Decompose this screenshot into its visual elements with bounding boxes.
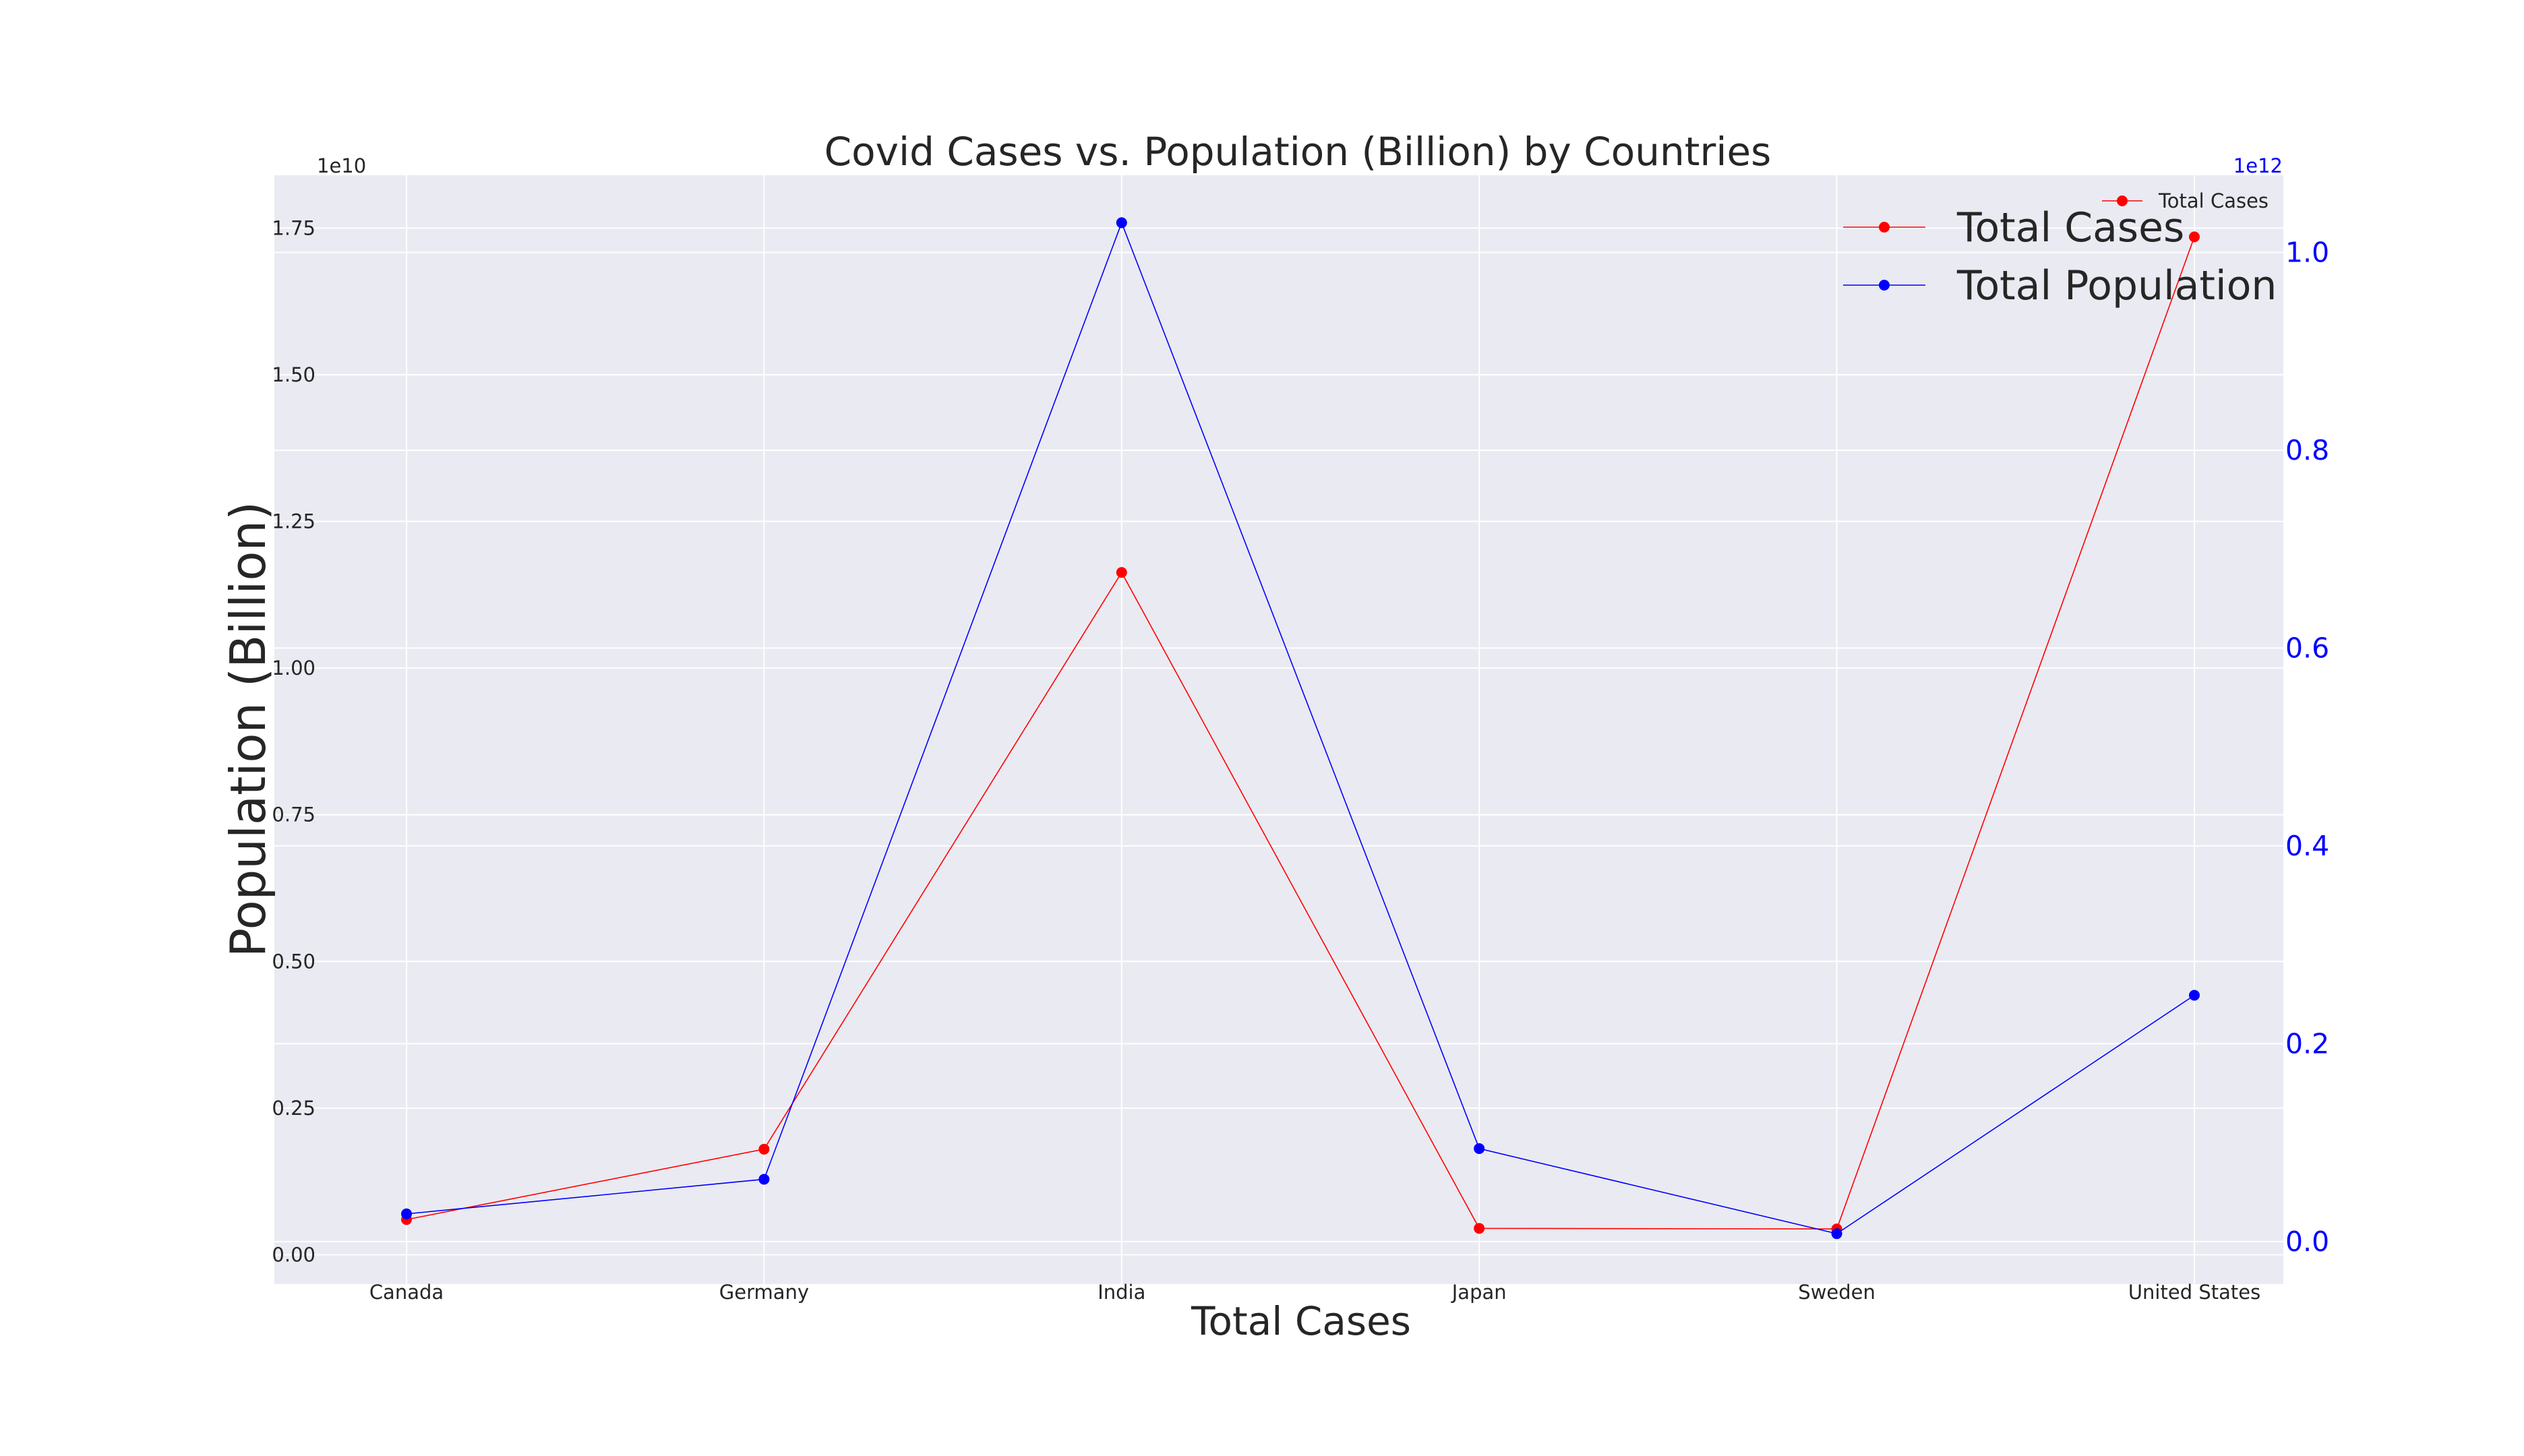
- data-point-total-cases: [758, 1143, 770, 1155]
- series-line-total-cases: [406, 237, 2195, 1230]
- data-point-total-population: [2189, 990, 2200, 1001]
- x-tick-label: India: [1098, 1281, 1145, 1304]
- data-point-total-population: [758, 1174, 770, 1185]
- legend-main: Total Cases Total Population: [1843, 204, 2277, 309]
- data-point-total-cases: [1474, 1223, 1485, 1234]
- legend-label-total-cases: Total Cases: [1956, 204, 2184, 251]
- data-point-total-cases: [1116, 567, 1127, 578]
- data-point-total-population: [1116, 217, 1127, 229]
- left-tick-label: 0.00: [272, 1243, 316, 1266]
- x-axis-label: Total Cases: [1191, 1298, 1411, 1344]
- right-tick-label: 0.6: [2285, 632, 2329, 664]
- series-line-total-population: [406, 221, 2195, 1235]
- left-axis: 0.00 0.25 0.50 0.75 1.00 1.25 1.50 1.75: [272, 216, 316, 1266]
- legend-marker-total-cases: [2117, 195, 2128, 206]
- left-tick-label: 1.00: [272, 657, 316, 679]
- y-axis-label: Population (Billion): [220, 502, 276, 957]
- legend-marker-total-cases: [1879, 222, 1890, 233]
- x-tick-label: Japan: [1451, 1281, 1507, 1304]
- right-tick-label: 0.4: [2285, 830, 2329, 862]
- left-tick-label: 1.75: [272, 216, 316, 239]
- left-tick-label: 1.50: [272, 363, 316, 386]
- data-point-total-population: [1474, 1143, 1485, 1154]
- x-tick-label: Canada: [369, 1281, 444, 1304]
- x-axis: Canada Germany India Japan Sweden United Stat…: [369, 1281, 2260, 1304]
- chart-title: Covid Cases vs. Population (Billion) by …: [824, 129, 1772, 175]
- series-total-population: [401, 217, 2200, 1240]
- legend-label-total-population: Total Population: [1956, 262, 2277, 309]
- legend-secondary: Total Cases: [2102, 189, 2268, 212]
- left-tick-label: 0.75: [272, 803, 316, 826]
- left-tick-label: 0.25: [272, 1097, 316, 1120]
- plot-area: [274, 175, 2283, 1284]
- left-tick-label: 0.50: [272, 950, 316, 973]
- grid: [274, 175, 2283, 1284]
- x-tick-label: Sweden: [1798, 1281, 1875, 1304]
- left-axis-offset-label: 1e10: [317, 154, 366, 177]
- right-axis: 0.0 0.2 0.4 0.6 0.8 1.0: [2285, 236, 2329, 1257]
- x-tick-label: United States: [2128, 1281, 2260, 1304]
- data-point-total-population: [401, 1208, 412, 1219]
- right-tick-label: 1.0: [2285, 236, 2329, 268]
- data-point-total-population: [1831, 1228, 1842, 1240]
- data-point-total-cases: [2189, 231, 2200, 243]
- legend-label-total-cases: Total Cases: [2158, 189, 2268, 212]
- right-axis-offset-label: 1e12: [2233, 154, 2283, 177]
- series-layer: [401, 217, 2200, 1240]
- right-tick-label: 0.0: [2285, 1225, 2329, 1258]
- x-tick-label: Germany: [719, 1281, 809, 1304]
- right-tick-label: 0.2: [2285, 1027, 2329, 1060]
- left-tick-label: 1.25: [272, 510, 316, 533]
- right-tick-label: 0.8: [2285, 434, 2329, 466]
- legend-marker-total-population: [1879, 280, 1890, 291]
